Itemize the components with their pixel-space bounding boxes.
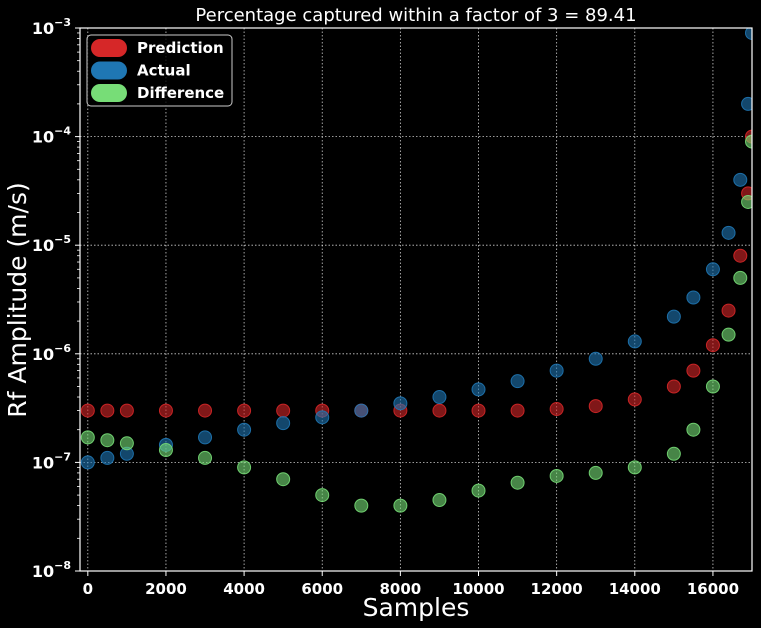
- plot-area: [80, 28, 752, 571]
- actual-point: [686, 290, 701, 305]
- prediction-point: [237, 403, 252, 418]
- prediction-point: [549, 402, 564, 417]
- actual-point: [80, 455, 95, 470]
- difference-point: [666, 446, 681, 461]
- difference-point: [119, 436, 134, 451]
- difference-point: [745, 134, 752, 149]
- difference-point: [549, 468, 564, 483]
- difference-point: [705, 379, 720, 394]
- x-tick-label: 10000: [452, 580, 504, 598]
- prediction-point: [666, 379, 681, 394]
- actual-point: [237, 422, 252, 437]
- legend-label-actual: Actual: [137, 62, 191, 80]
- actual-point: [471, 382, 486, 397]
- x-tick-label: 2000: [145, 580, 187, 598]
- actual-point: [733, 172, 748, 187]
- difference-point: [471, 483, 486, 498]
- prediction-point: [276, 403, 291, 418]
- difference-point: [354, 498, 369, 513]
- prediction-point: [158, 403, 173, 418]
- actual-point: [741, 96, 752, 111]
- x-tick-label: 8000: [379, 580, 421, 598]
- chart-title: Percentage captured within a factor of 3…: [195, 5, 636, 26]
- x-tick-label: 14000: [609, 580, 661, 598]
- actual-point: [354, 403, 369, 418]
- x-tick-label: 4000: [223, 580, 265, 598]
- legend-swatch-actual: [91, 61, 127, 80]
- legend-label-difference: Difference: [137, 84, 224, 102]
- x-tick-label: 12000: [531, 580, 583, 598]
- difference-point: [627, 460, 642, 475]
- difference-point: [686, 422, 701, 437]
- y-axis-title: Rf Amplitude (m/s): [3, 182, 32, 418]
- difference-point: [158, 443, 173, 458]
- legend-label-prediction: Prediction: [137, 39, 224, 57]
- actual-point: [315, 410, 330, 425]
- difference-point: [80, 430, 95, 445]
- difference-point: [276, 472, 291, 487]
- prediction-point: [80, 403, 95, 418]
- prediction-point: [432, 403, 447, 418]
- actual-point: [393, 396, 408, 411]
- difference-point: [510, 475, 525, 490]
- actual-point: [627, 334, 642, 349]
- actual-point: [276, 416, 291, 431]
- x-tick-label: 16000: [687, 580, 739, 598]
- difference-point: [198, 450, 213, 465]
- actual-point: [705, 262, 720, 277]
- marks-layer: [80, 28, 752, 513]
- difference-point: [733, 270, 748, 285]
- difference-point: [432, 493, 447, 508]
- prediction-point: [119, 403, 134, 418]
- difference-point: [315, 488, 330, 503]
- difference-point: [741, 194, 752, 209]
- prediction-point: [627, 392, 642, 407]
- actual-point: [666, 309, 681, 324]
- difference-point: [393, 498, 408, 513]
- plot-frame: [79, 27, 753, 572]
- prediction-point: [100, 403, 115, 418]
- actual-point: [100, 450, 115, 465]
- actual-point: [588, 351, 603, 366]
- prediction-point: [471, 403, 486, 418]
- difference-point: [100, 433, 115, 448]
- actual-point: [198, 430, 213, 445]
- actual-point: [432, 390, 447, 405]
- x-axis-title: Samples: [363, 593, 470, 622]
- prediction-point: [510, 403, 525, 418]
- difference-point: [237, 460, 252, 475]
- prediction-point: [198, 403, 213, 418]
- legend-swatch-difference: [91, 84, 127, 102]
- actual-point: [510, 374, 525, 389]
- x-tick-label: 0: [83, 580, 93, 598]
- difference-point: [721, 327, 736, 342]
- prediction-point: [733, 248, 748, 263]
- difference-point: [588, 465, 603, 480]
- x-tick-label: 6000: [301, 580, 343, 598]
- prediction-point: [686, 363, 701, 378]
- actual-point: [549, 363, 564, 378]
- legend: Prediction Actual Difference: [86, 34, 233, 107]
- legend-swatch-prediction: [91, 39, 127, 57]
- prediction-point: [588, 399, 603, 414]
- actual-point: [745, 28, 752, 40]
- actual-point: [721, 225, 736, 240]
- prediction-point: [705, 338, 720, 353]
- prediction-point: [721, 303, 736, 318]
